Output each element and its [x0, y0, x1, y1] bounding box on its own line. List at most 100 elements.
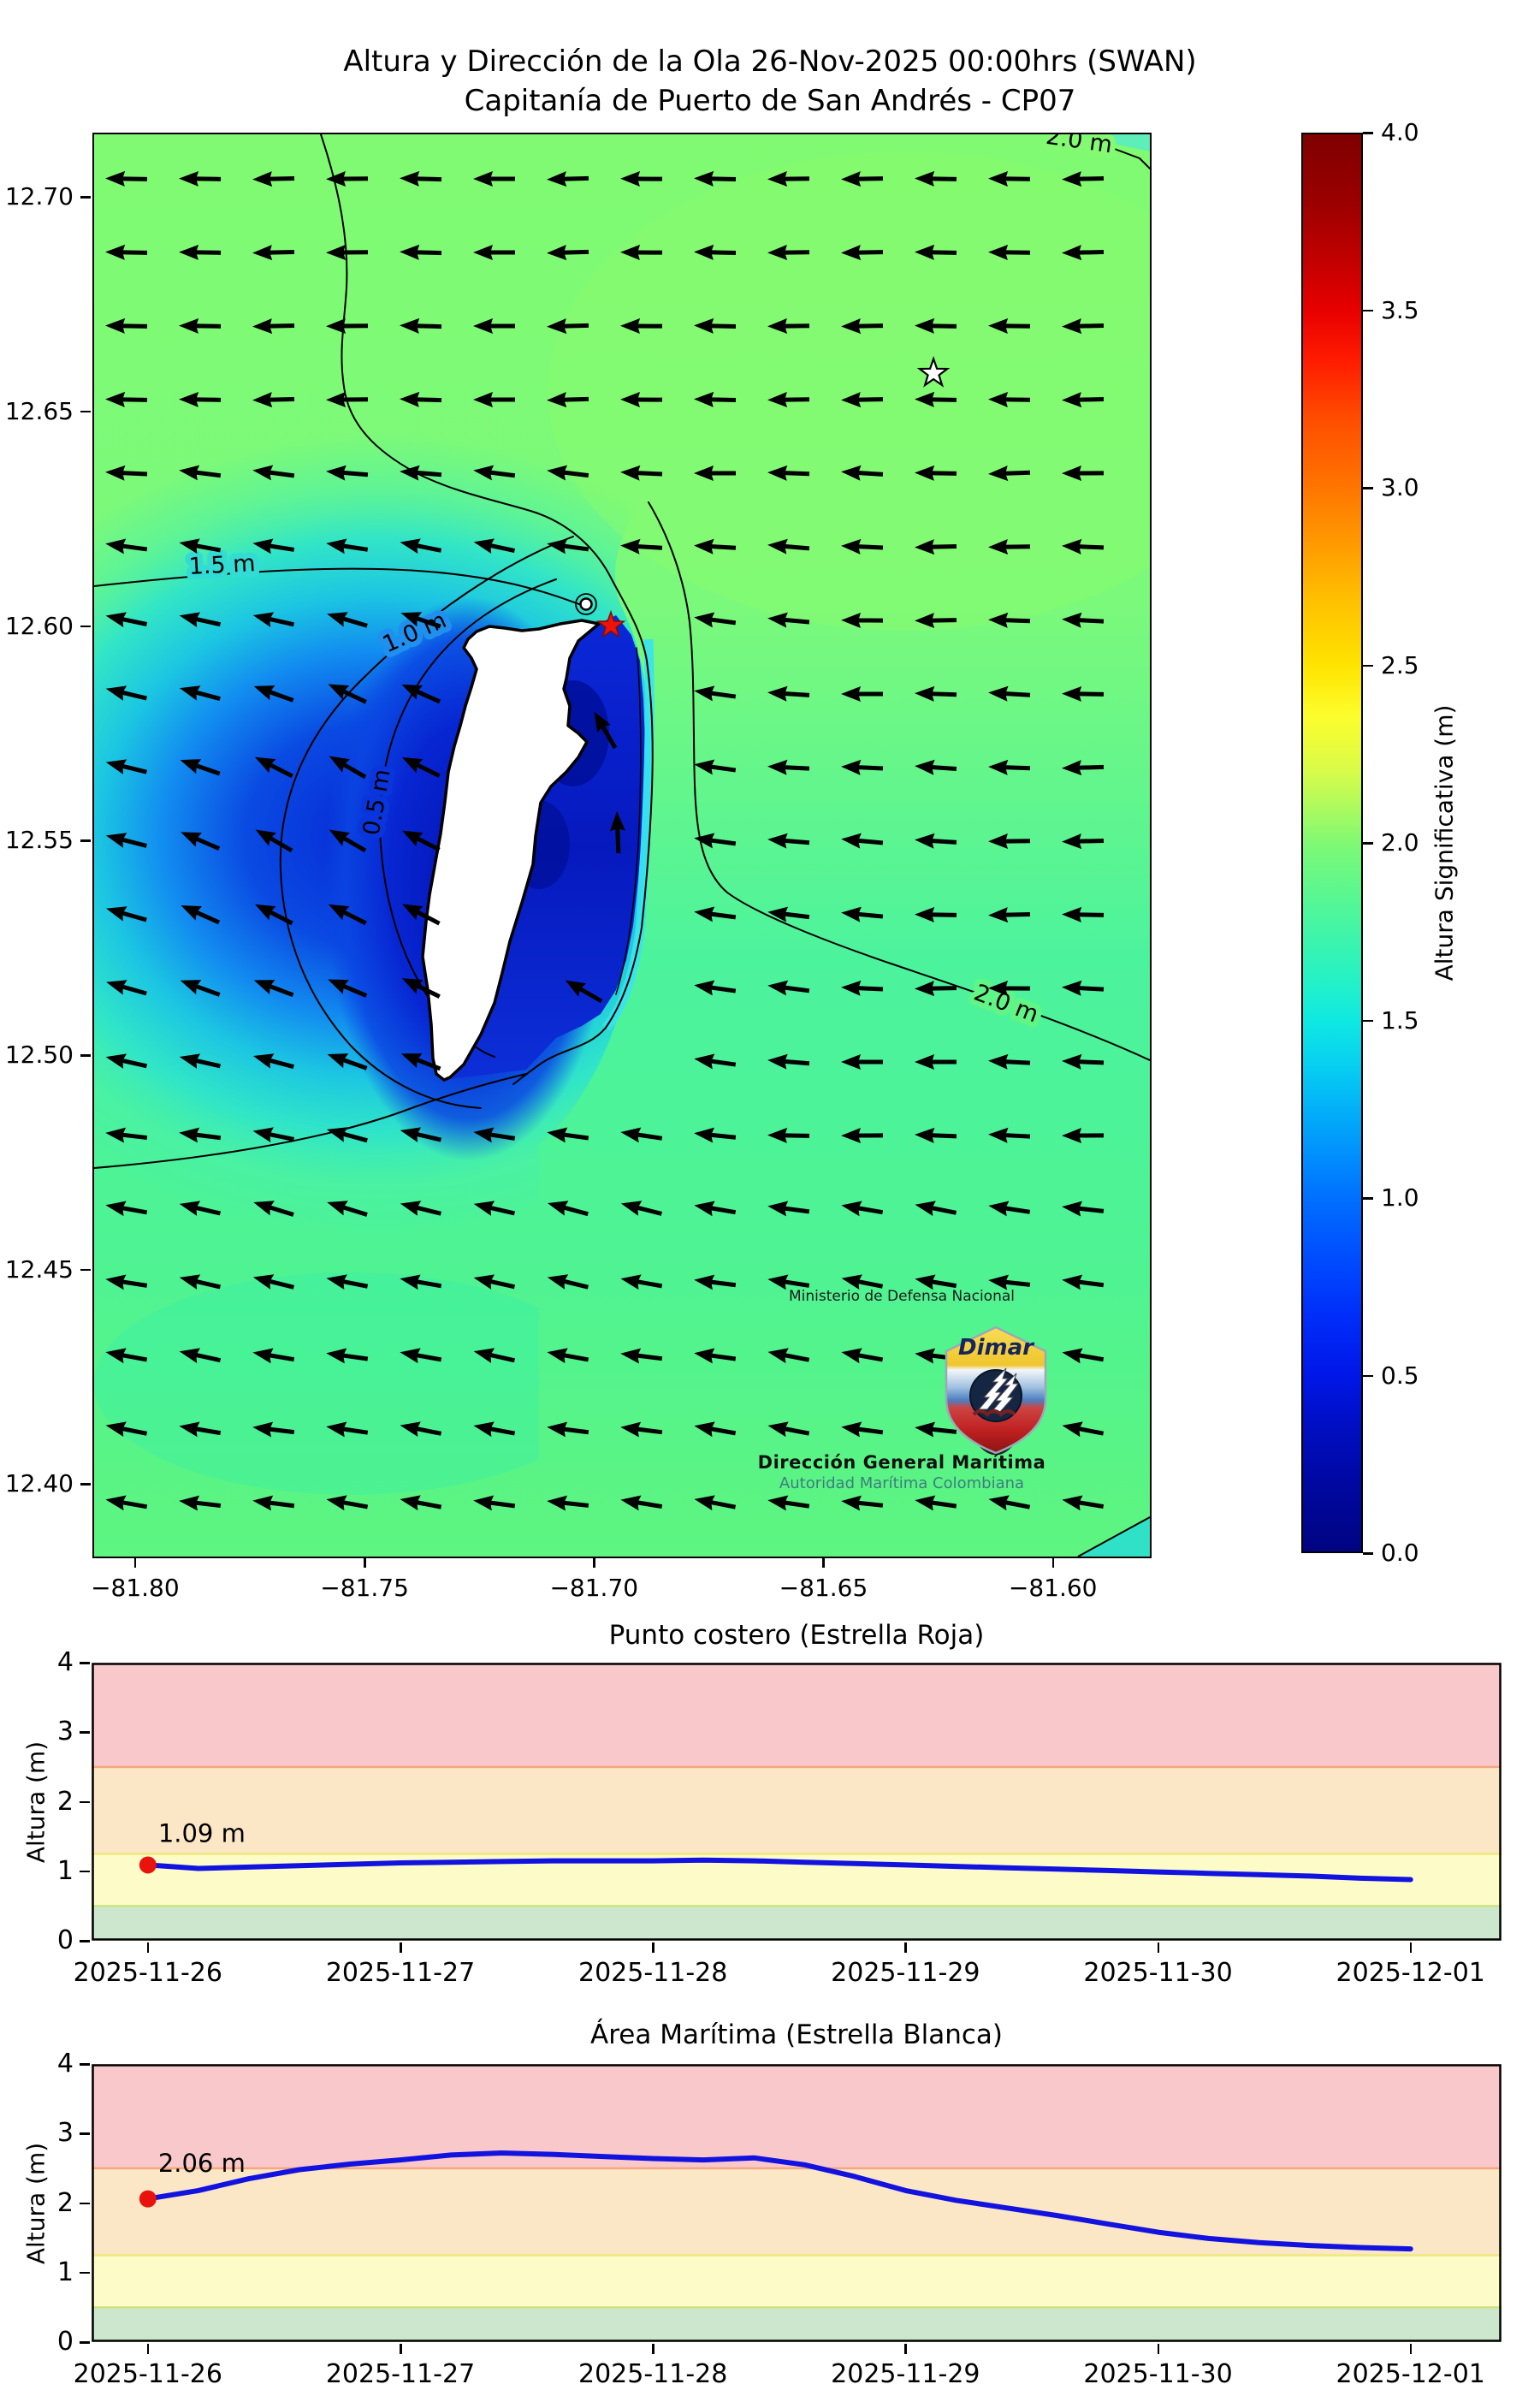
forecast-line — [145, 1857, 1413, 1883]
map-y-tick-label: 12.50 — [4, 1041, 74, 1069]
wave-direction-arrows — [105, 170, 1105, 1511]
chart2-title: Área Marítima (Estrella Blanca) — [590, 2019, 1003, 2050]
colorbar-tick — [1363, 1552, 1373, 1555]
colorbar-tick-label: 3.5 — [1381, 295, 1419, 324]
chart-x-tick — [652, 1942, 654, 1953]
chart-x-tick — [652, 2344, 654, 2354]
svg-text:Dimar: Dimar — [958, 1335, 1035, 1361]
chart-y-tick-label: 3 — [56, 1717, 74, 1747]
chart-x-tick-label: 2025-11-26 — [73, 1958, 222, 1988]
red-star-marker — [595, 609, 626, 638]
current-value-dot — [139, 2190, 157, 2208]
map-x-tick-label: −81.65 — [779, 1574, 868, 1602]
chart-y-tick — [80, 2202, 90, 2204]
chart-x-tick-label: 2025-11-27 — [325, 1958, 476, 1988]
chart-y-tick — [80, 1731, 90, 1734]
chart-y-tick — [80, 2063, 90, 2066]
chart1-title: Punto costero (Estrella Roja) — [608, 1620, 985, 1651]
chart-y-tick-label: 4 — [56, 2049, 74, 2079]
chart-y-tick-label: 3 — [56, 2118, 74, 2149]
colorbar-tick-label: 4.0 — [1381, 118, 1419, 146]
figure-title-line1: Altura y Dirección de la Ola 26-Nov-2025… — [343, 44, 1197, 79]
islet — [579, 597, 593, 611]
chart-y-tick — [80, 1870, 90, 1873]
chart-x-tick — [904, 1942, 907, 1953]
chart-x-tick-label: 2025-12-01 — [1336, 1958, 1485, 1988]
colorbar-tick — [1363, 842, 1373, 845]
colorbar-tick — [1363, 664, 1373, 667]
chart-x-tick-label: 2025-11-28 — [578, 2359, 728, 2389]
chart-x-tick-label: 2025-11-26 — [73, 2359, 222, 2389]
chart-y-tick-label: 2 — [56, 2187, 74, 2218]
chart1-plot: 1.09 m — [92, 1663, 1502, 1944]
wave-map: 2.0 m 1.5 m 1.0 m 0.5 m 2.0 m Dimar — [0, 117, 1266, 1581]
logo-dimar-subtitle: Autoridad Marítima Colombiana — [779, 1474, 1025, 1492]
map-x-tick-label: −81.80 — [91, 1574, 180, 1602]
chart-x-tick — [1157, 1942, 1160, 1953]
colorbar-tick-label: 1.0 — [1381, 1183, 1419, 1212]
colorbar — [1301, 133, 1363, 1553]
map-y-tick — [80, 625, 91, 628]
map-x-tick-label: −81.60 — [1008, 1574, 1098, 1602]
map-y-tick-label: 12.65 — [4, 396, 74, 425]
map-x-tick — [364, 1557, 366, 1568]
chart-x-tick — [400, 1942, 402, 1953]
map-y-tick-label: 12.60 — [4, 611, 74, 640]
san-andres-island — [421, 619, 601, 1082]
chart-y-tick — [80, 1940, 90, 1942]
chart-y-tick-label: 0 — [56, 1925, 74, 1955]
chart-y-tick-label: 1 — [56, 2257, 74, 2287]
map-y-tick-label: 12.45 — [4, 1254, 74, 1284]
chart-x-tick — [146, 1942, 150, 1953]
colorbar-tick-label: 0.5 — [1381, 1361, 1419, 1390]
chart-y-tick — [80, 1800, 90, 1803]
colorbar-tick-label: 0.0 — [1381, 1539, 1419, 1567]
colorbar-tick-label: 2.5 — [1381, 650, 1419, 679]
chart-x-tick-label: 2025-11-29 — [831, 2359, 980, 2389]
chart-y-tick-label: 4 — [56, 1647, 74, 1677]
map-y-tick — [80, 1483, 91, 1486]
map-x-tick-label: −81.75 — [320, 1574, 409, 1602]
chart-x-tick — [1409, 2344, 1413, 2354]
map-y-tick-label: 12.40 — [4, 1469, 74, 1498]
colorbar-tick-label: 3.0 — [1381, 473, 1419, 501]
map-y-tick — [80, 196, 91, 199]
map-x-tick — [822, 1557, 825, 1568]
chart-x-tick — [1157, 2344, 1160, 2354]
start-value-annotation: 1.09 m — [158, 1819, 246, 1848]
map-x-tick — [133, 1557, 137, 1568]
colorbar-tick — [1363, 132, 1373, 134]
chart-y-tick-label: 1 — [56, 1855, 74, 1886]
chart-x-tick — [146, 2344, 150, 2354]
chart-x-tick — [400, 2344, 402, 2354]
forecast-line — [145, 2150, 1413, 2252]
dimar-logo-shield: Dimar — [945, 1326, 1047, 1456]
colorbar-tick — [1363, 1197, 1373, 1200]
colorbar-tick — [1363, 1374, 1373, 1377]
chart-x-tick — [1409, 1942, 1413, 1953]
map-y-tick — [80, 1268, 91, 1272]
colorbar-tick-label: 2.0 — [1381, 828, 1419, 857]
map-x-tick — [1051, 1557, 1055, 1568]
chart-x-tick-label: 2025-11-30 — [1083, 2359, 1233, 2389]
map-y-tick-label: 12.55 — [4, 826, 74, 855]
colorbar-tick — [1363, 487, 1373, 489]
chart-x-tick — [904, 2344, 907, 2354]
chart-y-tick — [80, 2341, 90, 2344]
logo-ministry-text: Ministerio de Defensa Nacional — [788, 1288, 1015, 1305]
colorbar-label: Altura Significativa (m) — [1430, 704, 1459, 982]
map-x-tick-label: −81.70 — [549, 1574, 639, 1602]
colorbar-tick — [1363, 1019, 1373, 1022]
map-x-tick — [593, 1557, 595, 1568]
chart-x-tick-label: 2025-11-30 — [1083, 1958, 1233, 1988]
chart-y-tick-label: 2 — [56, 1786, 74, 1817]
logo-dimar-title: Dirección General Marítima — [757, 1452, 1046, 1473]
chart-x-tick-label: 2025-12-01 — [1336, 2359, 1485, 2389]
chart2-plot: 2.06 m — [92, 2064, 1502, 2346]
white-star-marker — [916, 355, 951, 388]
chart-x-tick-label: 2025-11-29 — [831, 1958, 980, 1988]
chart-y-tick — [80, 2132, 90, 2135]
chart-x-tick-label: 2025-11-28 — [578, 1958, 728, 1988]
colorbar-tick — [1363, 309, 1373, 311]
